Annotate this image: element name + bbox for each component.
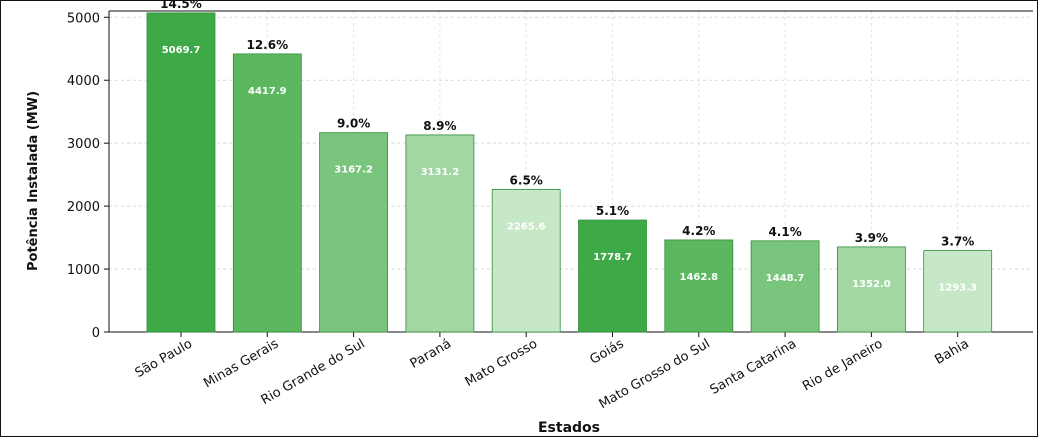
bar-value-label: 5069.7 [162,45,201,56]
bar-value-label: 1778.7 [593,252,632,263]
y-tick-label: 0 [92,326,100,341]
y-tick-label: 3000 [67,137,100,152]
bar [232,53,302,333]
y-tick-label: 2000 [67,200,100,215]
bar [837,246,906,333]
y-tick-label: 5000 [67,11,100,26]
bar-percent-label: 4.1% [768,225,801,239]
bar [578,219,647,333]
y-tick-label: 4000 [67,74,100,89]
y-axis-label: Potência Instalada (MW) [26,91,41,271]
bar-percent-label: 6.5% [510,173,543,187]
bar [750,240,820,333]
bar-percent-label: 3.9% [855,231,888,245]
bar-value-label: 1462.8 [680,272,719,283]
bar-value-label: 3167.2 [334,165,373,176]
bar-value-label: 1352.0 [852,279,891,290]
x-tick-label: Bahia [932,336,971,367]
x-tick-label: Santa Catarina [708,336,799,397]
bar-value-label: 4417.9 [248,86,287,97]
x-axis-label: Estados [538,420,600,436]
bar-value-label: 1293.3 [938,283,977,294]
x-tick-label: Goiás [587,336,626,367]
bar-percent-label: 3.7% [941,235,974,249]
x-tick-label: Rio de Janeiro [800,336,885,394]
bar [146,12,216,333]
bar [664,239,734,333]
bar-percent-label: 12.6% [246,38,288,52]
bar-value-label: 2265.6 [507,221,546,232]
bar-percent-label: 8.9% [423,119,456,133]
bar-percent-label: 9.0% [337,117,370,131]
y-tick-label: 1000 [67,263,100,278]
bar-percent-label: 4.2% [682,224,715,238]
x-tick-label: São Paulo [133,336,195,381]
bar [923,250,993,333]
bar [405,134,475,333]
bar [491,189,561,333]
x-tick-label: Mato Grosso [463,336,541,389]
bar-value-label: 3131.2 [421,167,460,178]
bar-percent-label: 5.1% [596,204,629,218]
x-tick-label: Paraná [408,336,454,371]
bar [319,132,389,333]
bar-value-label: 1448.7 [766,273,805,284]
bar-percent-label: 14.5% [160,1,202,11]
x-tick-label: Minas Gerais [201,336,281,391]
